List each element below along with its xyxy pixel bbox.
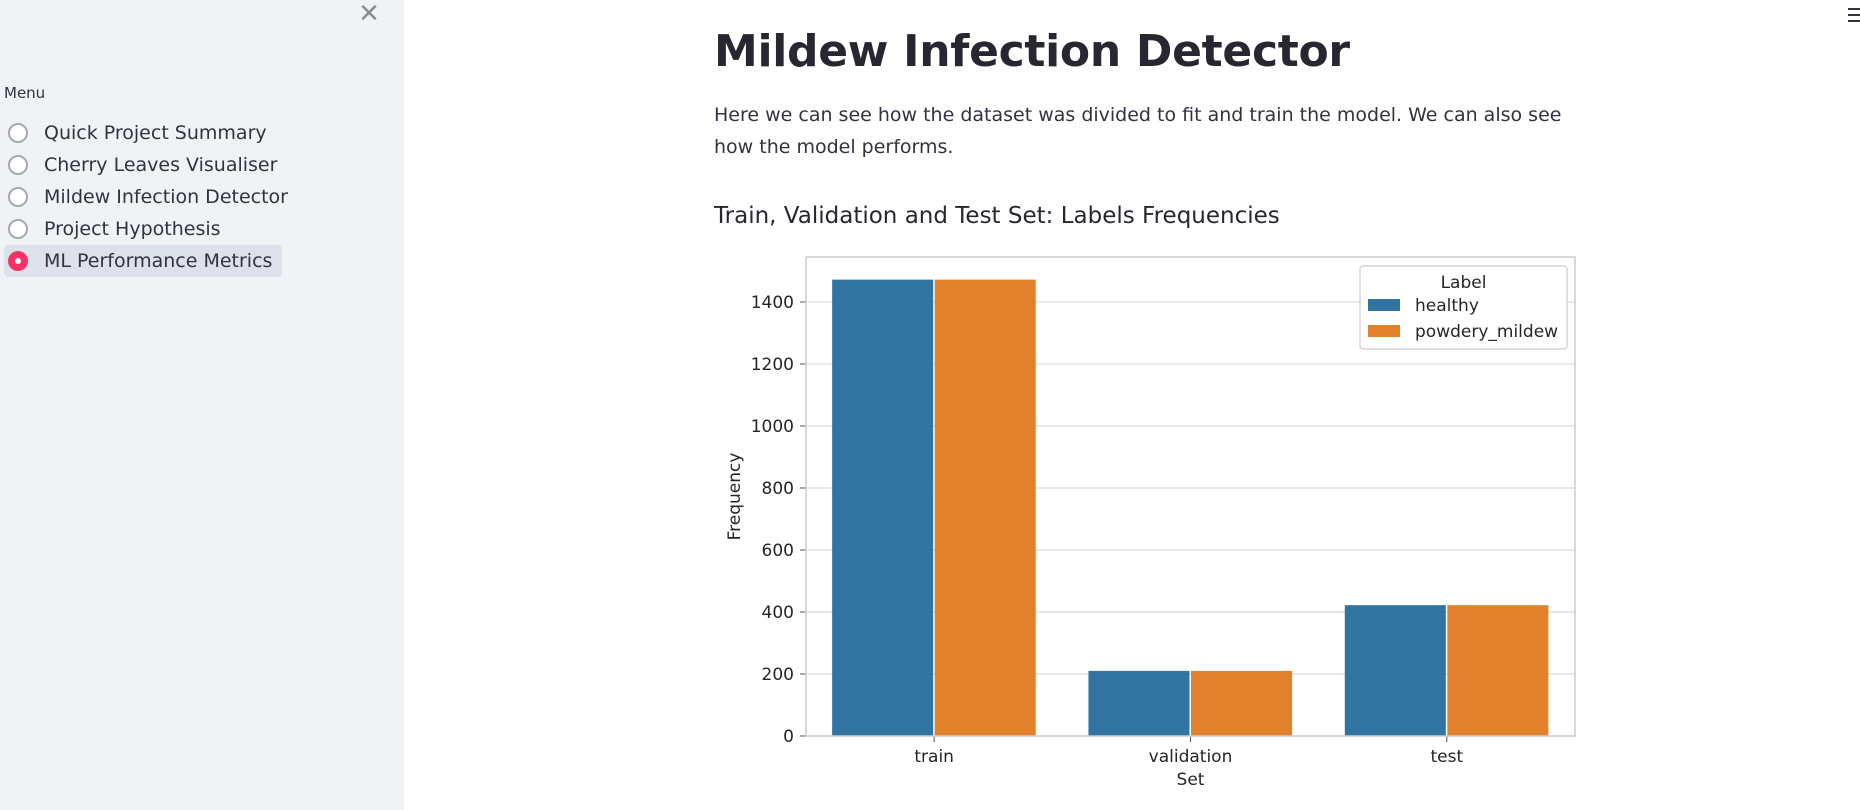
radio-button-icon[interactable] (8, 219, 28, 239)
radio-item-mildew-infection-detector[interactable]: Mildew Infection Detector (4, 181, 298, 213)
radio-item-quick-project-summary[interactable]: Quick Project Summary (4, 117, 298, 149)
legend-title: Label (1441, 273, 1487, 293)
radio-item-ml-performance-metrics[interactable]: ML Performance Metrics (4, 245, 283, 277)
plot-frame (805, 256, 1576, 737)
legend-swatch-powdery_mildew (1368, 325, 1400, 337)
page-radio-group: Quick Project Summary Cherry Leaves Visu… (4, 117, 298, 277)
legend-entry-healthy: healthy (1415, 296, 1479, 316)
x-tick-label: train (914, 747, 954, 767)
legend-entry-powdery_mildew: powdery_mildew (1415, 322, 1558, 342)
intro-text: Here we can see how the dataset was divi… (714, 104, 1562, 158)
sidebar: ✕ Menu Quick Project Summary Cherry Leav… (0, 0, 404, 810)
bar-powdery_mildew-test (1447, 605, 1549, 736)
hamburger-icon[interactable] (1844, 4, 1860, 26)
section-title: Train, Validation and Test Set: Labels F… (714, 203, 1280, 229)
y-tick-label: 800 (762, 479, 794, 499)
y-tick-label: 1200 (751, 355, 794, 375)
y-tick-label: 200 (762, 665, 794, 685)
radio-label: Cherry Leaves Visualiser (44, 154, 278, 176)
bar-powdery_mildew-validation (1191, 670, 1293, 736)
y-tick-label: 1000 (751, 417, 794, 437)
radio-label: Mildew Infection Detector (44, 186, 288, 208)
menu-label: Menu (4, 84, 46, 102)
radio-item-project-hypothesis[interactable]: Project Hypothesis (4, 213, 298, 245)
bar-healthy-validation (1088, 670, 1190, 736)
radio-item-cherry-leaves-visualiser[interactable]: Cherry Leaves Visualiser (4, 149, 298, 181)
radio-button-icon[interactable] (8, 155, 28, 175)
x-tick-label: test (1431, 747, 1464, 767)
page-title: Mildew Infection Detector (714, 26, 1350, 77)
legend-swatch-healthy (1368, 299, 1400, 311)
x-axis-label: Set (1177, 770, 1205, 790)
radio-label: ML Performance Metrics (44, 250, 273, 272)
legend-box (1359, 265, 1568, 350)
radio-label: Project Hypothesis (44, 218, 221, 240)
y-axis-label: Frequency (725, 453, 745, 541)
y-tick-label: 0 (783, 727, 794, 747)
bar-healthy-test (1344, 605, 1446, 736)
radio-button-icon[interactable] (8, 123, 28, 143)
radio-label: Quick Project Summary (44, 122, 267, 144)
y-tick-label: 400 (762, 603, 794, 623)
radio-button-icon[interactable] (8, 187, 28, 207)
close-sidebar-icon[interactable]: ✕ (358, 0, 380, 29)
y-tick-label: 1400 (751, 293, 794, 313)
radio-button-selected-icon[interactable] (8, 251, 28, 271)
bar-healthy-train (832, 279, 934, 736)
x-tick-label: validation (1149, 747, 1233, 767)
y-tick-label: 600 (762, 541, 794, 561)
bar-powdery_mildew-train (934, 279, 1036, 736)
